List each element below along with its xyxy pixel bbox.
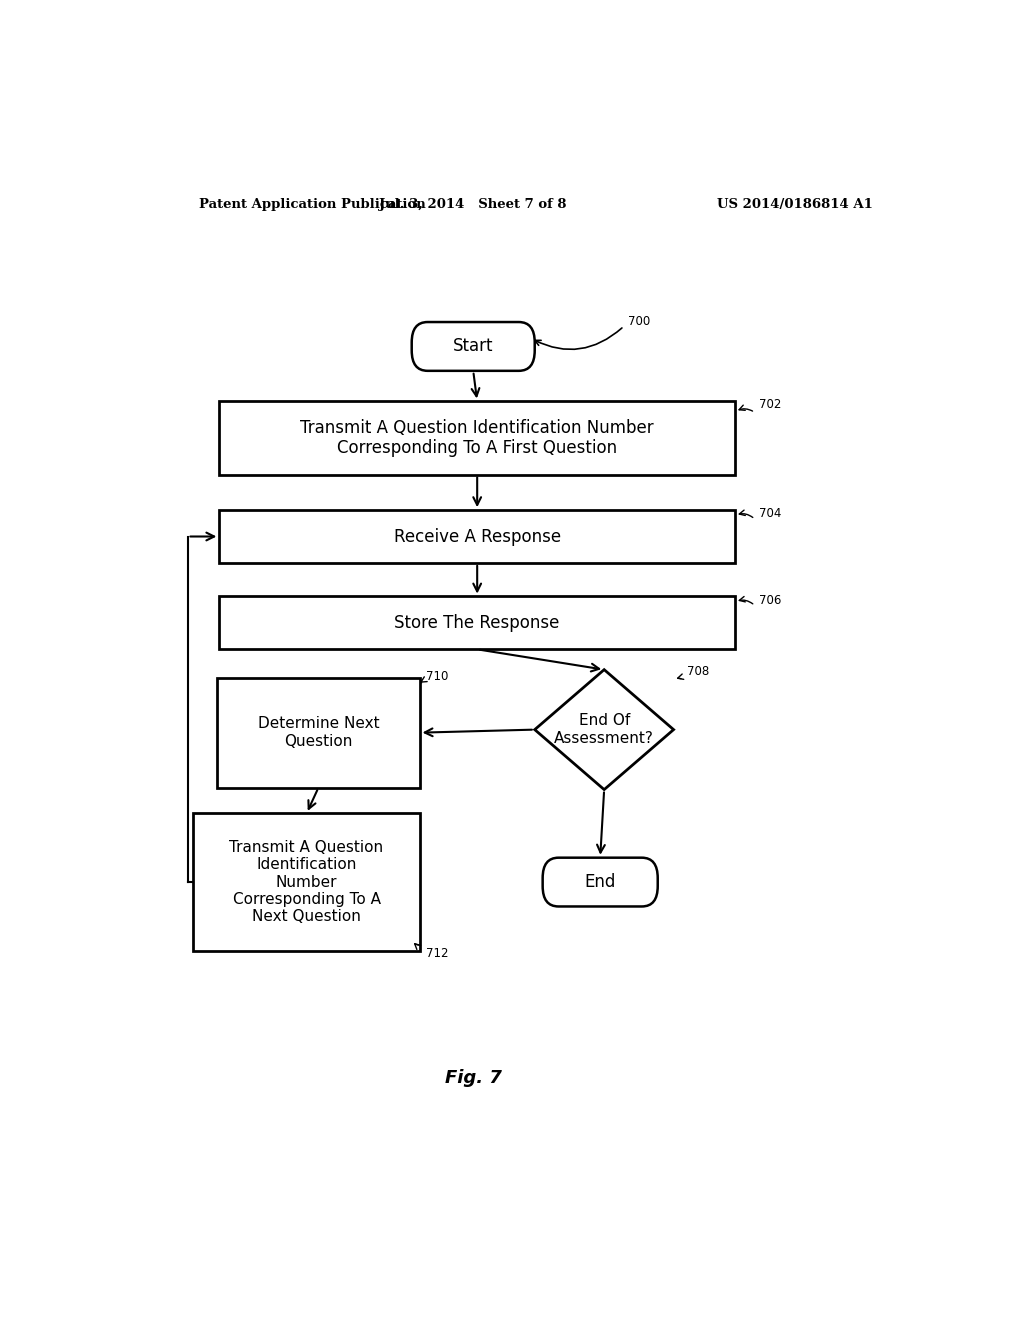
Text: Determine Next
Question: Determine Next Question bbox=[258, 717, 379, 748]
Text: 708: 708 bbox=[687, 665, 710, 678]
Text: 700: 700 bbox=[628, 314, 650, 327]
Text: Store The Response: Store The Response bbox=[394, 614, 560, 632]
FancyBboxPatch shape bbox=[543, 858, 657, 907]
Bar bbox=[219, 597, 735, 649]
FancyBboxPatch shape bbox=[412, 322, 535, 371]
Text: 704: 704 bbox=[759, 507, 781, 520]
Text: Fig. 7: Fig. 7 bbox=[444, 1069, 502, 1088]
Text: 712: 712 bbox=[426, 946, 449, 960]
Text: End Of
Assessment?: End Of Assessment? bbox=[554, 713, 654, 746]
Text: End: End bbox=[585, 873, 615, 891]
Bar bbox=[217, 677, 420, 788]
Text: Transmit A Question
Identification
Number
Corresponding To A
Next Question: Transmit A Question Identification Numbe… bbox=[229, 840, 384, 924]
Polygon shape bbox=[535, 669, 674, 789]
Text: Patent Application Publication: Patent Application Publication bbox=[200, 198, 426, 211]
Text: Transmit A Question Identification Number
Corresponding To A First Question: Transmit A Question Identification Numbe… bbox=[300, 418, 654, 457]
Text: 706: 706 bbox=[759, 594, 781, 607]
Text: Receive A Response: Receive A Response bbox=[393, 528, 561, 545]
Bar bbox=[194, 813, 420, 950]
Text: US 2014/0186814 A1: US 2014/0186814 A1 bbox=[717, 198, 872, 211]
Text: Jul. 3, 2014   Sheet 7 of 8: Jul. 3, 2014 Sheet 7 of 8 bbox=[380, 198, 567, 211]
Bar bbox=[219, 401, 735, 474]
Text: Start: Start bbox=[453, 338, 494, 355]
Text: 702: 702 bbox=[759, 397, 781, 411]
Bar bbox=[219, 510, 735, 562]
Text: 710: 710 bbox=[426, 671, 447, 684]
